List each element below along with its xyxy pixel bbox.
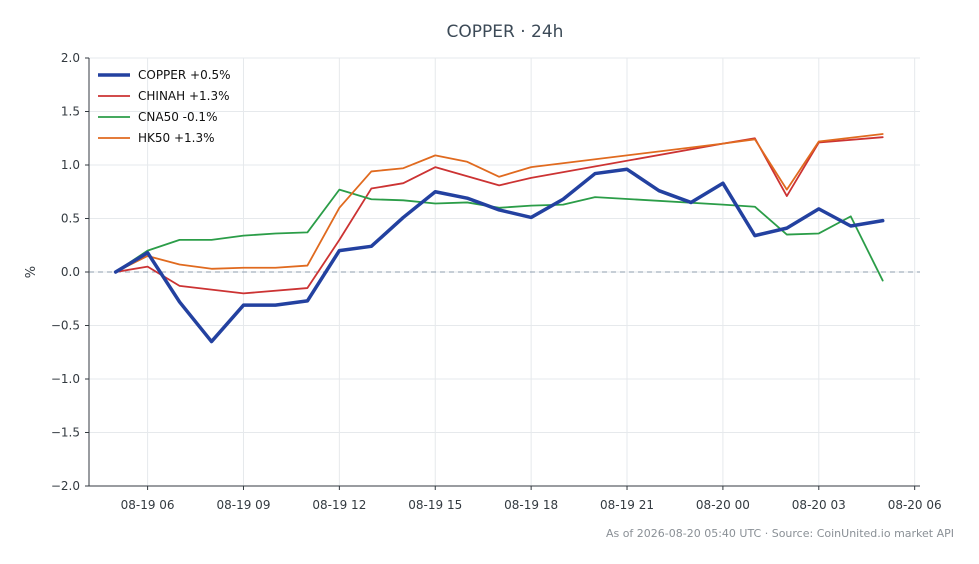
y-tick-label: −2.0 — [51, 479, 80, 493]
y-axis-ticks: −2.0 −1.5 −1.0 −0.5 0.0 0.5 1.0 1.5 2.0 — [51, 51, 89, 493]
y-tick-label: 0.0 — [61, 265, 80, 279]
x-tick-label: 08-20 00 — [696, 498, 750, 512]
legend-label: COPPER +0.5% — [138, 68, 231, 82]
series-line-0 — [113, 167, 885, 344]
x-tick-label: 08-19 21 — [600, 498, 654, 512]
y-tick-label: −1.5 — [51, 426, 80, 440]
x-tick-label: 08-20 06 — [888, 498, 942, 512]
y-tick-label: 0.5 — [61, 212, 80, 226]
series-line-2 — [114, 188, 884, 282]
series-line-3 — [114, 133, 884, 273]
footer-source-note: As of 2026-08-20 05:40 UTC · Source: Coi… — [606, 527, 954, 540]
x-tick-label: 08-20 03 — [792, 498, 846, 512]
x-tick-label: 08-19 15 — [408, 498, 462, 512]
y-tick-label: −1.0 — [51, 372, 80, 386]
legend-label: HK50 +1.3% — [138, 131, 215, 145]
x-tick-label: 08-19 09 — [217, 498, 271, 512]
legend-label: CHINAH +1.3% — [138, 89, 230, 103]
y-tick-label: 2.0 — [61, 51, 80, 65]
chart-title: COPPER · 24h — [447, 22, 564, 42]
y-tick-label: 1.0 — [61, 158, 80, 172]
legend-label: CNA50 -0.1% — [138, 110, 217, 124]
x-tick-label: 08-19 12 — [312, 498, 366, 512]
x-tick-label: 08-19 06 — [121, 498, 175, 512]
x-axis-ticks: 08-19 06 08-19 09 08-19 12 08-19 15 08-19 18… — [121, 486, 942, 512]
series-line-1 — [114, 136, 884, 295]
legend: COPPER +0.5% CHINAH +1.3% CNA50 -0.1% HK50 … — [98, 68, 231, 145]
x-tick-label: 08-19 18 — [504, 498, 558, 512]
y-tick-label: 1.5 — [61, 105, 80, 119]
y-axis-label: % — [24, 266, 39, 278]
y-tick-label: −0.5 — [51, 319, 80, 333]
series-group — [113, 133, 885, 344]
